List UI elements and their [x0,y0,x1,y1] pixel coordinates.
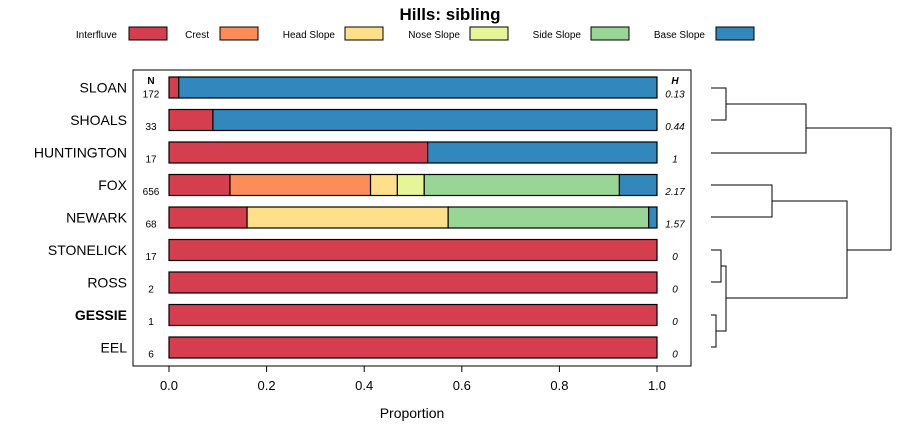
h-value: 0 [672,285,678,296]
bar-segment [168,271,658,294]
dendrogram-branch [711,103,807,154]
bar-segment [618,173,658,197]
h-value: 0 [672,317,678,328]
bar-segment [229,173,372,197]
dendrogram-branch [711,314,717,348]
legend-swatch [590,26,630,41]
dendrogram-branch [711,87,727,121]
legend-label: Interfluve [76,30,118,41]
x-tick-label: 0.6 [453,378,471,393]
n-value: 68 [145,220,157,231]
plot-frame [132,69,692,367]
category-label: GESSIE [75,307,127,323]
bar-segment [423,173,621,197]
h-header: H [671,76,679,87]
bar-segment [369,173,398,197]
category-label: STONELICK [48,242,128,258]
bar-segment [168,336,658,359]
legend-label: Nose Slope [408,30,460,41]
h-value: 0.44 [665,122,685,133]
dendrogram-branch [711,184,773,218]
bar-segment [648,206,658,229]
h-value: 0 [672,350,678,361]
bar-segment [396,173,425,197]
h-value: 2.17 [664,187,685,198]
x-tick-label: 0.2 [258,378,276,393]
n-value: 17 [145,155,157,166]
h-value: 1 [672,155,678,166]
category-label: SLOAN [80,80,127,96]
n-value: 6 [148,350,154,361]
dendrogram-branch [711,249,722,283]
category-label: NEWARK [66,210,128,226]
dendrogram-branch [806,127,892,251]
n-header: N [147,76,154,87]
bar-segment [168,76,180,99]
bar-segment [168,173,231,197]
bar-segment [168,141,429,164]
h-value: 0 [672,252,678,263]
bar-segment [427,141,658,164]
x-axis: 0.0 0.2 0.4 0.6 0.8 1.0 [160,366,666,393]
n-value: 1 [148,317,154,328]
legend-label: Crest [185,30,209,41]
n-value: 33 [145,122,157,133]
legend-swatch [219,26,259,41]
bar-segment [212,108,658,132]
n-value: 656 [143,187,160,198]
category-label: SHOALS [70,112,127,128]
dendrogram-branch [726,200,848,299]
x-tick-label: 0.0 [160,378,178,393]
x-tick-label: 0.8 [550,378,568,393]
category-label: ROSS [87,275,127,291]
n-value: 2 [148,285,154,296]
legend-swatch [715,26,755,41]
legend-label: Side Slope [533,30,582,41]
chart-title: Hills: sibling [399,5,500,24]
x-tick-label: 0.4 [355,378,373,393]
x-tick-label: 1.0 [648,378,666,393]
category-label: HUNTINGTON [34,145,127,161]
h-value: 0.13 [665,90,685,101]
h-value: 1.57 [665,220,685,231]
bar-segment [168,238,658,262]
dendrogram [711,87,892,348]
legend-label: Head Slope [283,30,336,41]
bar-segment [168,108,214,132]
category-label: FOX [98,177,127,193]
bar-segment [178,76,658,99]
legend-swatch [344,26,384,41]
bar-segment [168,303,658,327]
category-label: EEL [101,340,128,356]
bars-group [168,76,658,359]
legend-swatch [469,26,509,41]
x-axis-label: Proportion [380,405,445,421]
legend: Interfluve Crest Head Slope Nose Slope Side … [76,26,755,41]
n-value: 17 [145,252,157,263]
legend-swatch [128,26,168,41]
bar-segment [168,206,248,229]
legend-label: Base Slope [654,30,706,41]
bar-segment [246,206,449,229]
bar-segment [447,206,650,229]
n-value: 172 [143,90,160,101]
